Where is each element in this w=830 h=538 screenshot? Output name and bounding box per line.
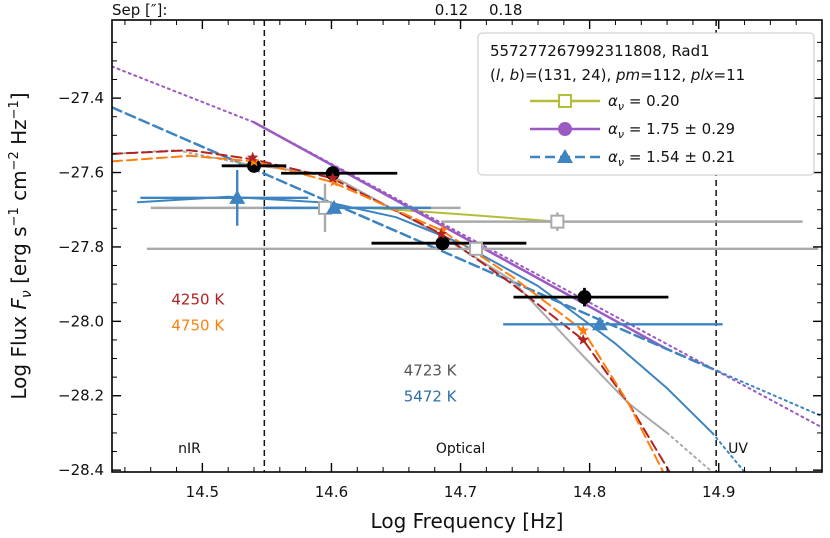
- x-tick-label-1: 14.5: [186, 483, 219, 501]
- x-tick-label-3: 14.7: [444, 483, 477, 501]
- axis-ticks: 14.5 14.6 14.7 14.8 14.9 −27.4 −27.6 −27.8 −28.0…: [58, 20, 823, 501]
- temperature-label-2: 4750 K: [171, 317, 225, 335]
- model-stars: [247, 151, 589, 345]
- y-tick-label-2: −27.6: [58, 164, 104, 182]
- y-tick-label-6: −28.4: [58, 461, 104, 479]
- model-star-4: [327, 172, 339, 183]
- curve-blackbody-5472-k-extension: [711, 431, 746, 472]
- temperature-labels: 4250 K 4750 K 4723 K 5472 K: [171, 291, 457, 406]
- x-tick-label-4: 14.8: [573, 483, 606, 501]
- region-label-1: nIR: [178, 441, 201, 457]
- legend: 557277267992311808, Rad1 (l, b)=(131, 24…: [477, 32, 815, 176]
- y-tick-label-4: −28.0: [58, 312, 104, 330]
- region-label-2: Optical: [436, 441, 485, 457]
- series-1-point-2: [469, 241, 484, 256]
- legend-source-coords: (l, b)=(131, 24), pm=112, plx=11: [490, 66, 745, 84]
- sep-values: 0.12 0.18: [435, 1, 523, 19]
- legend-entry-3-label: αν = 1.54 ± 0.21: [608, 148, 735, 169]
- region-labels: nIR Optical UV: [178, 441, 748, 457]
- temperature-label-1: 4250 K: [171, 291, 225, 309]
- curve-alpha-1-54-fit: [112, 106, 720, 373]
- sep-value-1: 0.12: [435, 1, 468, 19]
- sep-label: Sep [″]:: [112, 1, 167, 19]
- curve-alpha-1-54-extension: [717, 370, 822, 418]
- legend-entry-1-label: αν = 0.20: [608, 92, 680, 113]
- series-3-point-2: [326, 199, 343, 214]
- curve-blackbody-4750-k: [112, 154, 665, 472]
- region-label-3: UV: [728, 441, 748, 457]
- temperature-label-3: 4723 K: [404, 361, 458, 379]
- legend-entry-2-marker: [558, 122, 572, 136]
- plot-area: [112, 20, 822, 472]
- model-star-7: [577, 324, 589, 336]
- y-tick-label-3: −27.8: [58, 238, 104, 256]
- series-1-point-3: [550, 214, 565, 229]
- curve-blackbody-4723-k-tail: [666, 431, 714, 472]
- x-tick-label-5: 14.9: [702, 483, 735, 501]
- legend-entry-1-marker: [558, 94, 572, 108]
- model-star-6: [435, 227, 447, 239]
- x-tick-label-2: 14.6: [315, 483, 348, 501]
- legend-box: [477, 32, 815, 176]
- plot-frame: [111, 19, 823, 473]
- curve-alpha-0-20-fit: [369, 206, 559, 223]
- series-2-point-1: [247, 158, 261, 173]
- model-star-2: [247, 151, 259, 163]
- legend-source-id: 557277267992311808, Rad1: [490, 42, 710, 60]
- temperature-label-4: 5472 K: [404, 387, 458, 405]
- y-axis-label: Log Flux Fν [erg s−1 cm−2 Hz−1]: [7, 92, 35, 399]
- sep-value-2: 0.18: [489, 1, 522, 19]
- y-tick-label-5: −28.2: [58, 387, 104, 405]
- curve-alpha-1-75-fit: [252, 121, 669, 351]
- curve-alpha-1-75-extension: [112, 65, 822, 429]
- series-2-point-3: [435, 236, 450, 251]
- series-3-point-3: [591, 316, 608, 331]
- model-star-8: [577, 333, 589, 345]
- x-axis-label: Log Frequency [Hz]: [371, 509, 564, 533]
- legend-entry-2-label: αν = 1.75 ± 0.29: [608, 120, 735, 141]
- series-3-point-1: [229, 189, 246, 204]
- series-2-point-4: [577, 290, 592, 305]
- y-tick-label-1: −27.4: [58, 89, 104, 107]
- legend-entry-3-marker: [557, 149, 573, 163]
